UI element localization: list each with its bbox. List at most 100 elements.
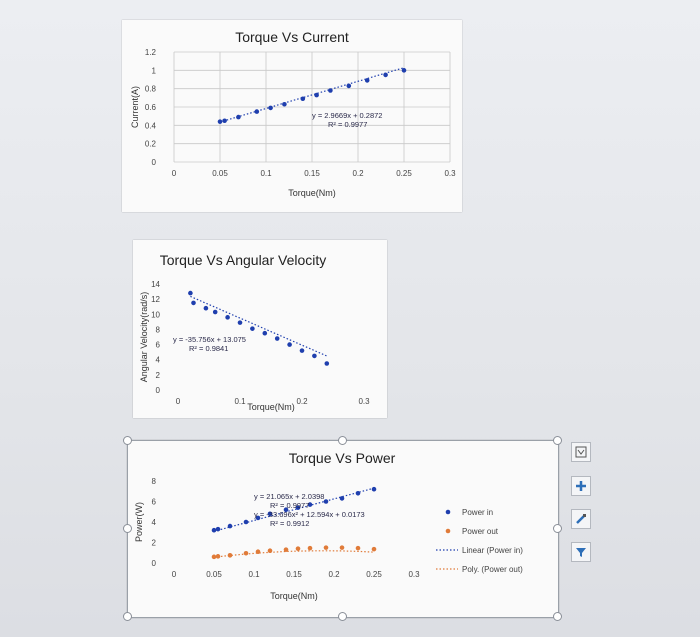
trendline-equation: R² = 0.9977 (270, 501, 309, 510)
y-tick-label: 2 (156, 371, 161, 380)
data-point (287, 342, 292, 347)
data-point (215, 554, 221, 559)
resize-handle-bottom-left[interactable] (123, 612, 132, 621)
y-tick-label: 0 (156, 386, 161, 395)
trendline-equation: y = 2.9669x + 0.2872 (312, 111, 382, 120)
y-tick-label: 0.8 (145, 85, 157, 94)
x-tick-label: 0 (176, 397, 181, 406)
y-axis-label: Current(A) (130, 86, 140, 128)
resize-handle-right[interactable] (553, 524, 562, 533)
x-axis-label: Torque(Nm) (247, 402, 295, 412)
resize-handle-left[interactable] (123, 524, 132, 533)
resize-handle-top-right[interactable] (553, 436, 562, 445)
x-tick-label: 0.1 (248, 570, 260, 579)
data-point (267, 511, 273, 517)
brush-icon[interactable] (571, 509, 591, 529)
x-tick-label: 0.2 (352, 169, 364, 178)
data-point (339, 496, 345, 501)
data-point (217, 119, 223, 124)
data-point (355, 491, 361, 496)
data-point (212, 309, 218, 315)
data-point (243, 550, 249, 556)
x-tick-label: 0 (172, 570, 177, 579)
y-tick-label: 4 (152, 518, 157, 527)
chart-torque-vs-current[interactable]: Torque Vs Current 0 0.05 0.1 0.15 0.2 0.25 0.3 0… (122, 20, 462, 212)
data-point (383, 72, 388, 78)
data-point (324, 361, 330, 366)
y-axis-label: Power(W) (134, 502, 144, 542)
x-tick-label: 0.15 (286, 570, 302, 579)
data-point (282, 101, 287, 107)
chart-torque-vs-power[interactable]: Torque Vs Power 0 0.05 0.1 0.15 0.2 0.25 0.3 0 2 4… (127, 440, 559, 618)
data-point (191, 300, 196, 306)
legend-entry: Power out (462, 527, 499, 536)
x-axis-label: Torque(Nm) (270, 591, 318, 601)
data-point (314, 92, 319, 98)
resize-handle-bottom[interactable] (338, 612, 347, 621)
filter-icon[interactable] (571, 542, 591, 562)
data-point (255, 549, 261, 555)
data-point (243, 519, 249, 525)
x-tick-label: 0.25 (396, 169, 412, 178)
trendline-equation: y = -33.696x² + 12.594x + 0.0173 (254, 510, 365, 519)
chart-title: Torque Vs Power (289, 450, 396, 466)
chart-torque-vs-angular-velocity[interactable]: Torque Vs Angular Velocity 0 0.1 0.2 0.3 0 2 4 6… (133, 240, 387, 418)
x-tick-label: 0.15 (304, 169, 320, 178)
data-point (339, 545, 345, 550)
data-point (211, 527, 217, 533)
y-tick-label: 2 (152, 539, 157, 548)
y-tick-label: 8 (156, 325, 161, 334)
data-point (225, 315, 230, 320)
legend-marker (445, 528, 451, 534)
y-tick-label: 8 (152, 477, 157, 486)
data-point (227, 553, 233, 558)
data-point (283, 507, 289, 512)
data-point (328, 88, 333, 93)
trendline-equation: R² = 0.9841 (189, 344, 228, 353)
y-axis-label: Angular Velocity(rad/s) (139, 292, 149, 383)
data-point (371, 546, 377, 552)
y-tick-label: 6 (156, 341, 161, 350)
x-tick-label: 0.2 (328, 570, 340, 579)
layout-icon[interactable] (571, 442, 591, 462)
y-tick-label: 0.2 (145, 140, 157, 149)
trendline (190, 295, 328, 357)
y-tick-label: 10 (151, 310, 160, 319)
data-point (371, 486, 377, 492)
legend-marker (445, 509, 451, 515)
x-tick-label: 0.05 (206, 570, 222, 579)
data-point (211, 554, 217, 560)
trendline-equation: y = 21.065x + 2.0398 (254, 492, 324, 501)
data-point (283, 547, 289, 552)
x-tick-label: 0.1 (260, 169, 272, 178)
y-tick-label: 6 (152, 498, 157, 507)
chart2-svg: Torque Vs Angular Velocity 0 0.1 0.2 0.3 0 2 4 6… (139, 252, 370, 412)
x-tick-label: 0.3 (358, 397, 370, 406)
plus-icon[interactable] (571, 476, 591, 496)
x-tick-label: 0.1 (234, 397, 246, 406)
data-point (307, 502, 313, 507)
chart1-svg: Torque Vs Current 0 0.05 0.1 0.15 0.2 0.25 0.3 0… (130, 29, 456, 198)
data-point (236, 114, 241, 120)
data-point (323, 545, 329, 550)
legend-entry: Power in (462, 508, 493, 517)
data-point (262, 330, 268, 336)
x-tick-label: 0.05 (212, 169, 228, 178)
resize-handle-top-left[interactable] (123, 436, 132, 445)
data-point (268, 105, 273, 111)
x-tick-label: 0.3 (408, 570, 420, 579)
data-point (215, 526, 221, 532)
data-point (227, 523, 233, 529)
x-axis-label: Torque(Nm) (288, 188, 336, 198)
data-point (274, 336, 280, 341)
x-tick-label: 0.3 (444, 169, 456, 178)
data-point (355, 545, 361, 551)
y-tick-label: 14 (151, 280, 160, 289)
resize-handle-top[interactable] (338, 436, 347, 445)
x-tick-label: 0.2 (296, 397, 308, 406)
resize-handle-bottom-right[interactable] (553, 612, 562, 621)
y-tick-label: 0.4 (145, 121, 157, 130)
data-point (299, 348, 305, 353)
data-point (203, 305, 209, 311)
data-point (237, 320, 243, 325)
